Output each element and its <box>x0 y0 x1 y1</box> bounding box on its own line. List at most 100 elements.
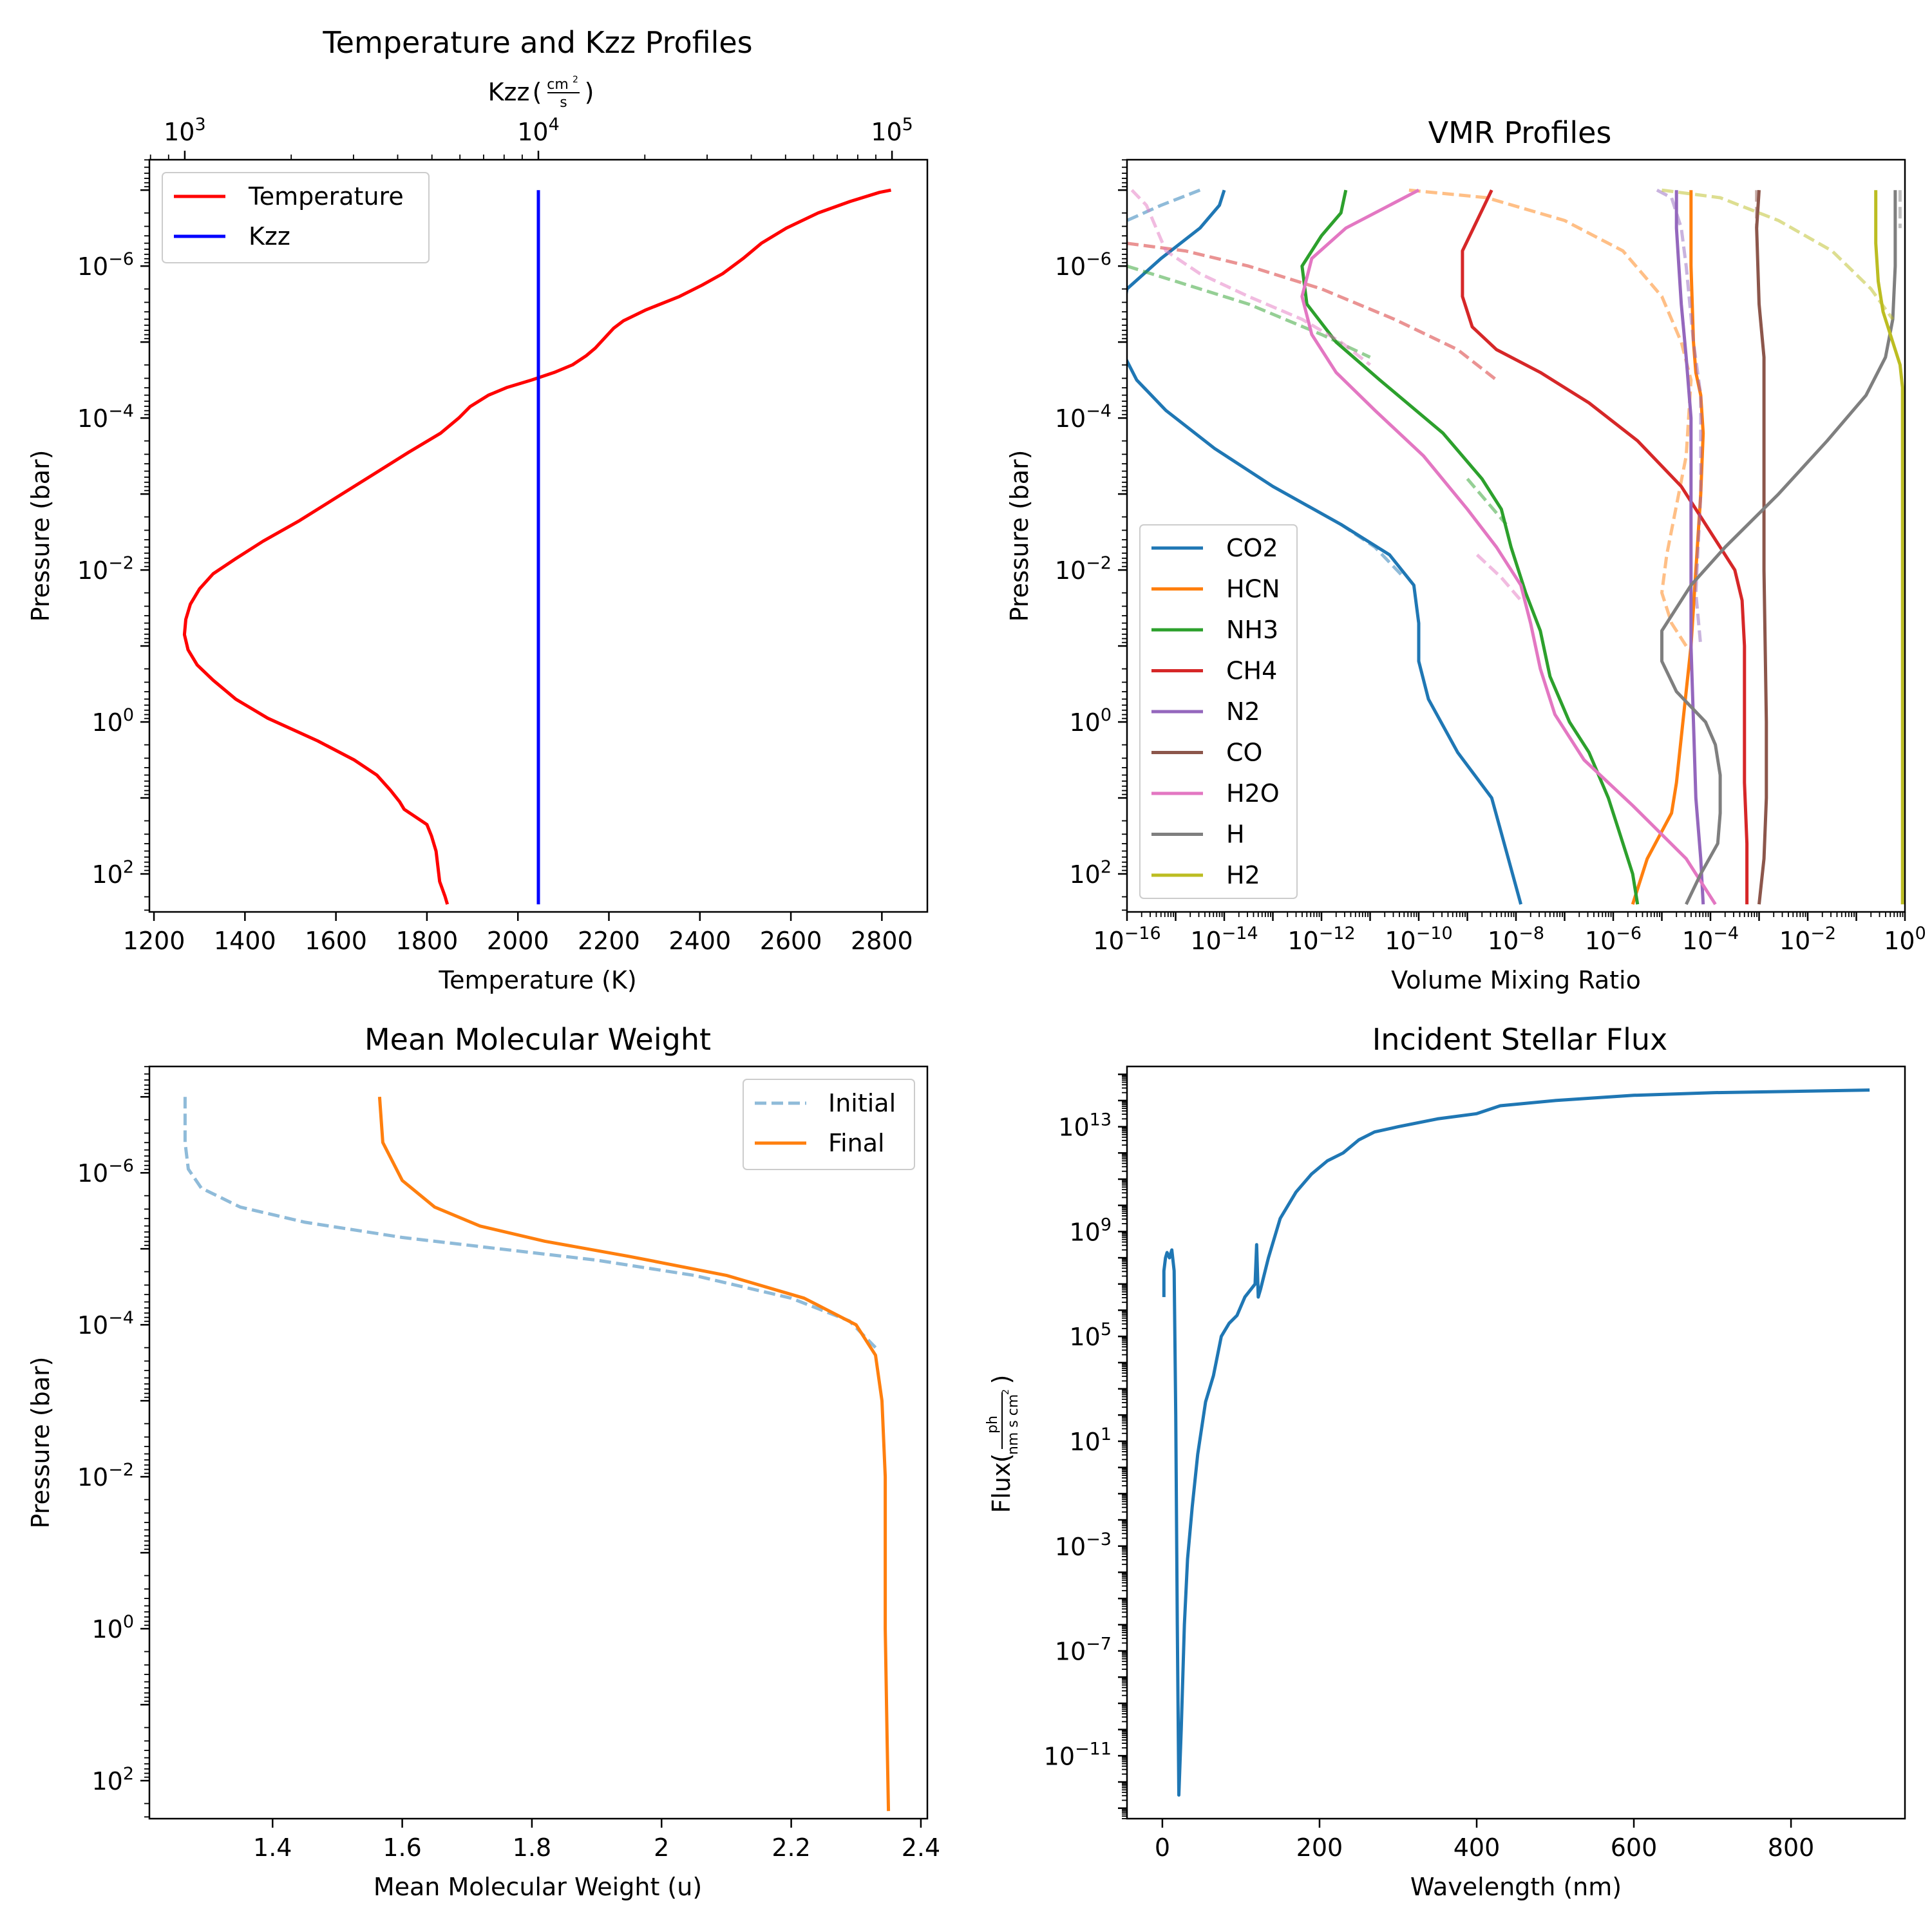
top-tick-label: 103 <box>164 115 206 146</box>
x-axis-ticks: 0 200 400 600 800 <box>1155 1819 1815 1862</box>
x-tick-label: 1200 <box>123 927 185 955</box>
x-tick-label: 1800 <box>396 927 459 955</box>
legend-label-co: CO <box>1226 739 1262 767</box>
y-tick-label: 10−6 <box>77 1156 134 1188</box>
y-tick-label: 10−2 <box>77 553 134 585</box>
top-axis-label-paren-close: ) <box>585 78 594 106</box>
x-tick-label: 2400 <box>668 927 731 955</box>
x-tick-label: 200 <box>1296 1833 1343 1862</box>
legend-label-h: H <box>1226 820 1245 849</box>
legend-label-n2: N2 <box>1226 697 1260 726</box>
series-clip-group <box>1162 1088 1870 1797</box>
series-layer <box>1162 1088 1870 1797</box>
series-line-h2-initial <box>1662 188 1895 321</box>
chart-title: Incident Stellar Flux <box>1372 1022 1668 1057</box>
top-axis-label-unit-num: cm <box>547 77 569 93</box>
y-axis-label: Pressure (bar) <box>26 1356 55 1528</box>
x-tick-label: 2 <box>654 1833 669 1862</box>
y-axis-label-text: Flux <box>987 1463 1016 1513</box>
series-line-nh3-initial <box>1127 264 1371 359</box>
plot-frame <box>148 158 929 913</box>
series-clip-group <box>182 188 891 905</box>
series-line-flux <box>1162 1088 1870 1797</box>
series-line-h2 <box>1874 190 1904 905</box>
legend: Initial Final <box>743 1079 915 1170</box>
x-tick-label: 600 <box>1611 1833 1658 1862</box>
legend-box <box>743 1079 915 1170</box>
x-axis-label: Wavelength (nm) <box>1410 1873 1622 1901</box>
y-axis-label-paren-open: ( <box>987 1454 1016 1463</box>
y-tick-label: 10−2 <box>1055 553 1112 585</box>
series-line-h <box>1660 190 1897 905</box>
y-tick-label: 10−6 <box>77 249 134 281</box>
legend-label-hcn: HCN <box>1226 575 1280 603</box>
x-tick-label: 2.4 <box>902 1833 940 1862</box>
x-tick-label: 2600 <box>760 927 822 955</box>
panel-incident-stellar-flux: Incident Stellar Flux 101310910510110−31… <box>985 1022 1906 1901</box>
plot-frame <box>148 1065 929 1820</box>
legend-box <box>1139 524 1298 899</box>
top-axis-ticks: 103 104 105 <box>149 115 913 160</box>
plot-frame <box>1126 158 1906 913</box>
plot-frame <box>1126 1065 1906 1820</box>
legend-label-temperature: Temperature <box>248 182 404 211</box>
legend-label-h2o: H2O <box>1226 779 1280 808</box>
legend-label-ch4: CH4 <box>1226 657 1277 685</box>
x-tick-label: 10−12 <box>1287 923 1355 955</box>
y-tick-label: 10−2 <box>77 1460 134 1492</box>
y-tick-label: 10−7 <box>1055 1634 1112 1666</box>
x-axis-ticks: 10−16 10−14 10−12 10−10 10−8 10−6 10−4 10−2 100 <box>1093 912 1926 955</box>
y-axis-label-unit-num: ph <box>985 1416 1001 1434</box>
y-axis-label-unit-sup: 2 <box>1001 1389 1011 1395</box>
series-line-co2-initial-deep <box>1340 523 1406 579</box>
y-tick-label: 102 <box>1069 857 1112 889</box>
series-line-final <box>377 1097 891 1812</box>
y-axis-label-unit-den: nm s cm <box>1005 1394 1021 1455</box>
series-layer <box>182 188 891 905</box>
x-tick-label: 1.4 <box>253 1833 292 1862</box>
legend-label-kzz: Kzz <box>249 222 290 251</box>
y-axis-ticks: 1013 109 105 101 10−3 10−7 10−11 <box>1044 1073 1127 1819</box>
legend-label-initial: Initial <box>828 1089 896 1117</box>
x-tick-label: 10−6 <box>1585 923 1642 955</box>
series-line-initial <box>183 1097 877 1349</box>
series-line-temperature <box>182 188 891 905</box>
y-axis-ticks: 10−6 10−4 10−2 100 102 <box>1055 159 1127 911</box>
series-line-co2 <box>1127 189 1523 905</box>
series-layer <box>1127 188 1904 905</box>
legend-label-co2: CO2 <box>1226 534 1278 562</box>
y-tick-label: 10−3 <box>1055 1530 1112 1561</box>
x-tick-label: 800 <box>1768 1833 1815 1862</box>
y-tick-label: 100 <box>1069 705 1112 737</box>
y-tick-label: 105 <box>1069 1320 1112 1351</box>
top-tick-label: 105 <box>871 115 913 146</box>
series-clip-group <box>1127 188 1904 905</box>
top-axis-label-unit-sup: 2 <box>573 75 578 85</box>
x-axis-label: Temperature (K) <box>438 966 636 994</box>
series-line-n2 <box>1674 190 1705 905</box>
series-line-h2o-initial <box>1130 189 1372 366</box>
top-axis-label-text: Kzz <box>488 78 530 106</box>
series-line-co <box>1755 190 1768 905</box>
panel-mean-molecular-weight: Mean Molecular Weight 10−6 10−4 10−2 100 102… <box>26 1022 940 1901</box>
series-clip-group <box>183 1097 891 1812</box>
y-axis-label: Pressure (bar) <box>26 450 55 621</box>
x-tick-label: 1400 <box>214 927 276 955</box>
legend: Temperature Kzz <box>162 172 430 263</box>
x-tick-label: 1.6 <box>383 1833 421 1862</box>
x-axis-label: Mean Molecular Weight (u) <box>374 1873 702 1901</box>
series-line-co2-initial <box>1127 188 1201 222</box>
x-tick-label: 2800 <box>851 927 913 955</box>
y-axis-ticks: 10−6 10−4 10−2 100 102 <box>77 159 149 911</box>
x-tick-label: 100 <box>1884 923 1926 955</box>
y-tick-label: 10−4 <box>77 1308 134 1340</box>
series-line-ch4-initial <box>1127 242 1498 382</box>
y-axis-label-paren-close: ) <box>987 1375 1016 1385</box>
legend-label-h2: H2 <box>1226 861 1260 889</box>
legend-box <box>162 172 430 263</box>
y-tick-label: 100 <box>91 1612 134 1643</box>
series-line-hcn <box>1631 190 1705 905</box>
